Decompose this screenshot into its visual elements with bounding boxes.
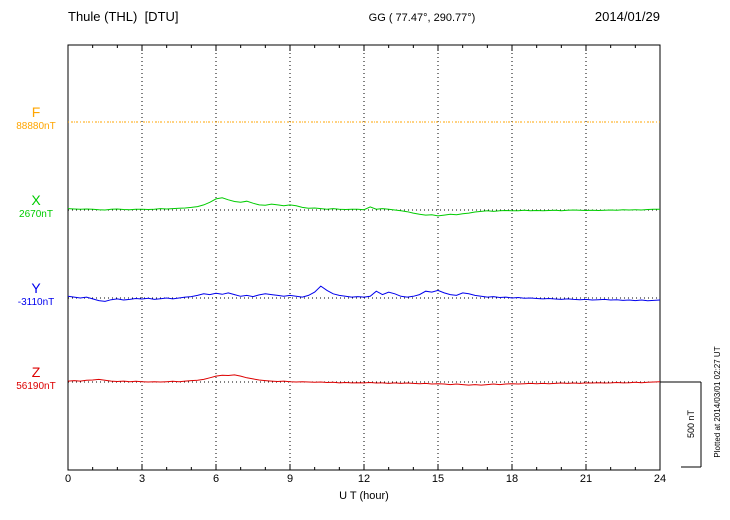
plot-date: 2014/01/29 — [594, 9, 660, 24]
tick-label-3: 3 — [138, 473, 146, 485]
series-f-baseline-value: 88880nT — [16, 121, 56, 132]
series-label-z: Z 56190nT — [8, 364, 64, 393]
series-x-baseline-value: 2670nT — [19, 209, 53, 220]
series-y-symbol: Y — [31, 280, 41, 296]
tick-label-18: 18 — [505, 473, 519, 485]
series-z-baseline-value: 56190nT — [16, 381, 56, 392]
series-x-symbol: X — [31, 192, 41, 208]
series-label-x: X 2670nT — [8, 192, 64, 221]
series-f-symbol: F — [31, 104, 41, 120]
tick-label-9: 9 — [286, 473, 294, 485]
tick-label-6: 6 — [212, 473, 220, 485]
series-label-f: F 88880nT — [8, 104, 64, 133]
series-label-y: Y -3110nT — [8, 280, 64, 309]
tick-label-24: 24 — [653, 473, 667, 485]
scale-bar-label: 500 nT — [686, 409, 696, 439]
series-y-baseline-value: -3110nT — [17, 297, 55, 308]
station-title: Thule (THL) [DTU] — [68, 9, 179, 24]
tick-label-0: 0 — [64, 473, 72, 485]
plotted-at-note: Plotted at 2014/03/01 02:27 UT — [713, 346, 722, 458]
tick-label-21: 21 — [579, 473, 593, 485]
geographic-coordinates: GG ( 77.47°, 290.77°) — [368, 12, 476, 24]
tick-label-15: 15 — [431, 473, 445, 485]
x-axis-label: U T (hour) — [339, 490, 389, 502]
series-z-symbol: Z — [31, 364, 41, 380]
tick-label-12: 12 — [357, 473, 371, 485]
